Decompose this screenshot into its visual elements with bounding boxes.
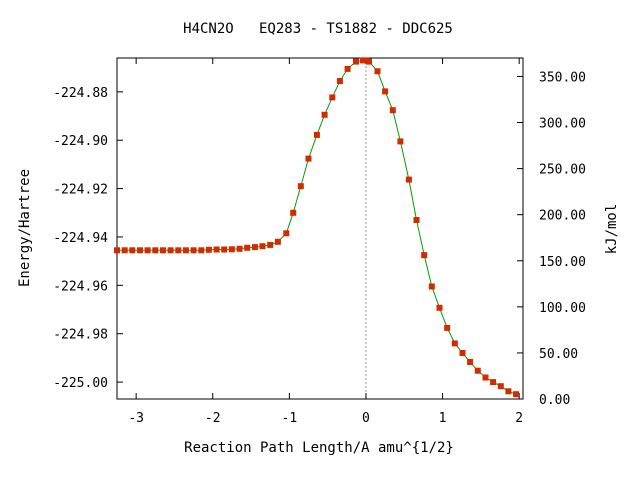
data-point	[129, 247, 136, 254]
y-axis-title: Energy/Hartree	[17, 169, 33, 287]
data-point	[474, 367, 481, 374]
data-point	[451, 340, 458, 347]
data-point	[359, 57, 366, 64]
data-point	[244, 244, 251, 251]
y-tick-label: -224.92	[53, 183, 108, 198]
data-point	[397, 138, 404, 145]
x-axis-title: Reaction Path Length/A amu^{1/2}	[184, 440, 454, 456]
y-tick-label: -224.94	[53, 231, 108, 246]
y2-tick-label: 150.00	[539, 255, 586, 270]
y2-tick-label: 200.00	[539, 209, 586, 224]
data-point	[190, 247, 197, 254]
data-point	[467, 359, 474, 365]
data-point	[297, 183, 304, 190]
data-point	[482, 374, 489, 381]
y2-axis-title: kJ/mol	[604, 204, 620, 255]
data-point	[336, 78, 343, 84]
data-point	[198, 247, 205, 254]
data-point	[329, 94, 336, 101]
data-point	[374, 68, 381, 75]
data-point	[321, 111, 328, 118]
data-point	[290, 209, 297, 216]
y-tick-label: -225.00	[53, 376, 108, 391]
y-tick-label: -224.98	[53, 328, 108, 343]
data-point	[175, 247, 182, 254]
y-axis-ticks: -224.88 -224.90 -224.92 -224.94 -224.96 -224.…	[53, 86, 123, 391]
x-tick-label: 0	[362, 411, 370, 426]
data-point	[267, 241, 274, 248]
data-point	[366, 58, 372, 65]
plot-frame	[116, 57, 524, 400]
data-point	[421, 252, 428, 259]
data-point	[221, 246, 228, 253]
y2-tick-label: 100.00	[539, 301, 586, 316]
data-point	[236, 245, 243, 252]
x-tick-label: -1	[282, 411, 298, 426]
data-point	[344, 65, 351, 72]
data-point	[114, 247, 120, 254]
data-point	[205, 246, 212, 253]
data-point	[497, 383, 504, 390]
y2-axis-ticks: 0.00 50.00 100.00 150.00 200.00 250.00 300.00 3…	[517, 70, 586, 408]
data-point	[382, 88, 389, 95]
data-point	[259, 243, 266, 250]
data-point	[444, 324, 451, 331]
data-point	[353, 58, 359, 65]
y2-tick-label: 0.00	[539, 393, 570, 408]
data-point	[274, 238, 281, 245]
y2-tick-label: 250.00	[539, 163, 586, 178]
data-point	[228, 246, 235, 253]
data-point	[428, 283, 435, 290]
data-point	[182, 247, 189, 254]
x-tick-label: 2	[515, 411, 523, 426]
series-energy	[114, 57, 520, 398]
data-point	[121, 247, 128, 254]
y-tick-label: -224.96	[53, 279, 108, 294]
data-point	[305, 155, 312, 162]
y2-tick-label: 50.00	[539, 347, 578, 362]
x-tick-label: -2	[205, 411, 221, 426]
y-tick-label: -224.90	[53, 134, 108, 149]
x-tick-label: -3	[128, 411, 144, 426]
data-point	[137, 247, 143, 254]
data-point	[152, 247, 159, 254]
data-point	[167, 247, 174, 254]
data-point	[389, 107, 396, 114]
y2-tick-label: 300.00	[539, 117, 586, 132]
y2-tick-label: 350.00	[539, 70, 586, 85]
data-point	[405, 176, 412, 183]
data-point	[251, 244, 258, 251]
data-point	[313, 131, 320, 138]
data-point	[283, 230, 290, 237]
data-point	[459, 350, 466, 356]
x-tick-label: 1	[439, 411, 447, 426]
y-tick-label: -224.88	[53, 86, 108, 101]
data-point	[144, 247, 151, 254]
data-point	[413, 217, 420, 223]
data-point	[213, 246, 220, 253]
chart-title: H4CN2O EQ283 - TS1882 - DDC625	[183, 21, 453, 37]
data-point	[160, 247, 166, 254]
data-point	[505, 388, 512, 395]
data-point	[436, 304, 443, 311]
data-point	[490, 379, 497, 386]
data-point	[513, 391, 520, 398]
x-axis-ticks: -3 -2 -1 0 1 2	[128, 58, 523, 426]
